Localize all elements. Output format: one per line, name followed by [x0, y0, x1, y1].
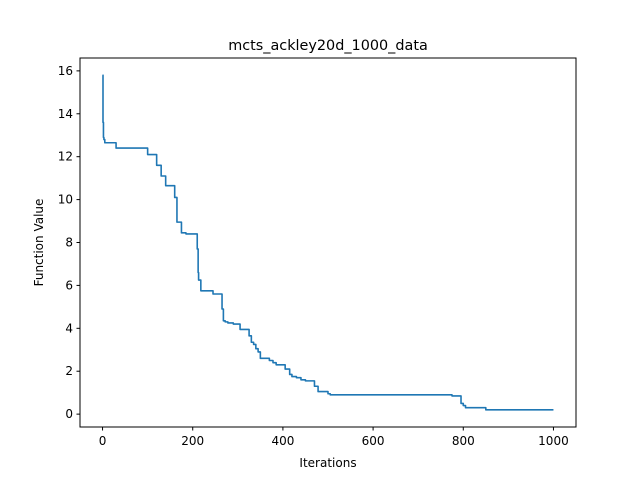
- x-tick-label: 600: [362, 434, 385, 448]
- y-tick-label: 6: [65, 278, 73, 292]
- y-tick-label: 2: [65, 364, 73, 378]
- chart-title: mcts_ackley20d_1000_data: [228, 38, 428, 54]
- x-tick-label: 200: [181, 434, 204, 448]
- y-axis-label: Function Value: [32, 199, 46, 287]
- x-tick-label: 0: [99, 434, 107, 448]
- x-tick-label: 1000: [538, 434, 569, 448]
- x-tick-label: 400: [271, 434, 294, 448]
- y-axis: 0 2 4 6 8 10 12 14 16: [58, 64, 80, 421]
- y-tick-label: 0: [65, 407, 73, 421]
- y-tick-label: 12: [58, 150, 73, 164]
- plot-frame: [79, 57, 577, 428]
- y-tick-label: 14: [58, 107, 73, 121]
- y-tick-label: 8: [65, 236, 73, 250]
- x-tick-label: 800: [452, 434, 475, 448]
- y-tick-label: 16: [58, 64, 73, 78]
- x-axis: 0 200 400 600 800 1000: [99, 427, 569, 448]
- x-axis-label: Iterations: [299, 456, 356, 470]
- y-tick-label: 4: [65, 321, 73, 335]
- y-tick-label: 10: [58, 193, 73, 207]
- series-line: [102, 74, 554, 411]
